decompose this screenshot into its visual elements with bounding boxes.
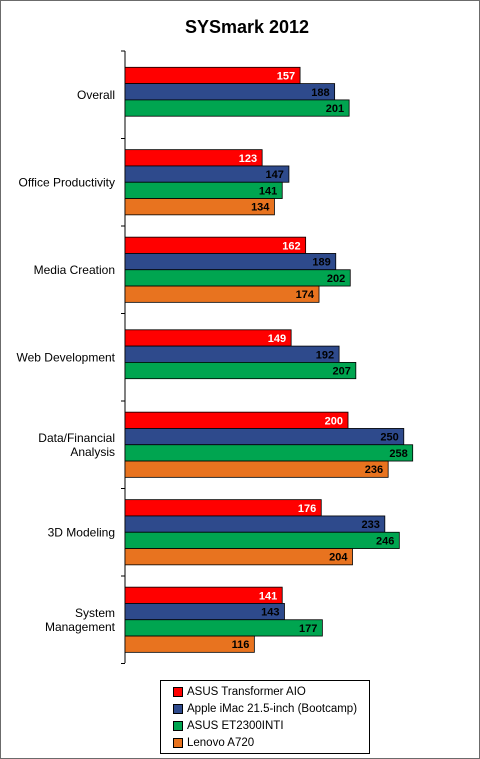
category-label: System Management: [45, 606, 116, 634]
legend-item: Apple iMac 21.5-inch (Bootcamp): [173, 700, 369, 717]
data-label: 177: [299, 623, 317, 635]
data-label: 141: [259, 590, 277, 602]
bar: [124, 515, 386, 533]
bar: [124, 428, 405, 446]
data-label: 162: [282, 240, 300, 252]
legend-swatch: [173, 703, 183, 714]
data-label: 123: [239, 153, 257, 165]
bar: [124, 198, 275, 216]
category-label: Media Creation: [34, 263, 115, 277]
bar: [124, 99, 350, 117]
data-label: 174: [296, 289, 315, 301]
bar: [124, 444, 414, 462]
data-label: 200: [325, 415, 343, 427]
legend-label: ASUS Transformer AIO: [187, 685, 306, 698]
bar: [124, 165, 290, 183]
bar: [124, 499, 322, 517]
legend-label: ASUS ET2300INTI: [187, 719, 284, 732]
data-label: 207: [332, 366, 350, 378]
data-label: 143: [261, 607, 279, 619]
data-label: 176: [298, 503, 316, 515]
category-label: 3D Modeling: [48, 525, 115, 539]
category-label: Office Productivity: [19, 175, 115, 189]
bar: [124, 619, 323, 637]
data-label: 149: [268, 333, 286, 345]
bar: [124, 531, 400, 549]
chart-title: SYSmark 2012: [185, 17, 309, 37]
legend-swatch: [173, 686, 183, 697]
bar: [124, 253, 337, 271]
data-label: 189: [312, 257, 330, 269]
category-label: Web Development: [17, 350, 116, 364]
data-label: 236: [365, 464, 383, 476]
bar: [124, 345, 340, 363]
data-label: 147: [266, 169, 284, 181]
data-label: 201: [326, 103, 344, 115]
data-label: 134: [251, 202, 270, 214]
legend-swatch: [173, 737, 183, 748]
data-label: 246: [376, 535, 394, 547]
legend-item: Lenovo A720: [173, 734, 369, 751]
data-label: 250: [380, 432, 398, 444]
category-label: Overall: [77, 88, 115, 102]
category-label: Data/Financial Analysis: [38, 431, 115, 459]
data-label: 204: [329, 552, 348, 564]
bar: [124, 285, 320, 303]
data-label: 233: [361, 519, 379, 531]
bar: [124, 329, 292, 347]
bar: [124, 411, 349, 429]
data-label: 258: [389, 448, 407, 460]
bar: [124, 460, 389, 478]
bar: [124, 236, 307, 254]
bar: [124, 269, 351, 287]
legend-label: Apple iMac 21.5-inch (Bootcamp): [187, 702, 358, 715]
bar: [124, 548, 353, 566]
legend-swatch: [173, 720, 183, 731]
legend-item: ASUS ET2300INTI: [173, 717, 369, 734]
legend-item: ASUS Transformer AIO: [173, 683, 369, 700]
bar: [124, 83, 336, 101]
data-label: 188: [311, 87, 329, 99]
legend-label: Lenovo A720: [187, 736, 255, 749]
data-label: 202: [327, 273, 345, 285]
bar: [124, 361, 357, 380]
chart-legend: ASUS Transformer AIO Apple iMac 21.5-inch…: [160, 680, 370, 754]
data-label: 141: [259, 185, 277, 197]
bar: [124, 66, 301, 85]
data-label: 192: [316, 349, 334, 361]
data-label: 157: [277, 70, 295, 82]
data-label: 116: [232, 639, 250, 651]
bar: [124, 635, 255, 653]
